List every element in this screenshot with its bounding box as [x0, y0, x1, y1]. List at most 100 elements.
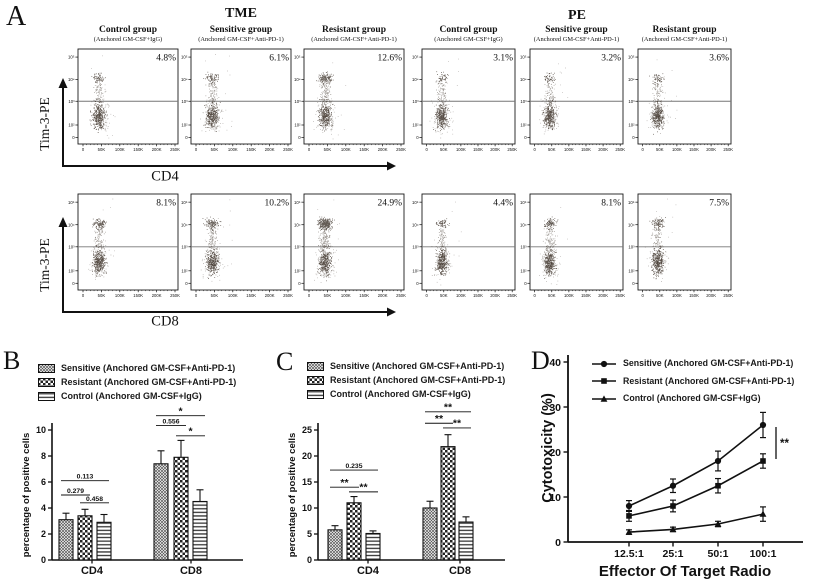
flow-y-tick: 10³: [294, 244, 301, 249]
flow-x-tick: 250K: [723, 293, 733, 298]
legend-marker-circle: [592, 360, 616, 367]
flow-axes-arrows: [58, 78, 396, 317]
y-tick-label: 6: [41, 477, 46, 487]
panel-b-legend: Sensitive (Anchored GM-CSF+Anti-PD-1) Res…: [38, 361, 236, 403]
p-value-label: 0.458: [86, 496, 103, 503]
flow-x-tick: 0: [195, 293, 198, 298]
flow-y-tick: 10⁵: [68, 55, 75, 60]
flow-y-tick: 10⁵: [628, 55, 635, 60]
flow-x-tick: 100K: [672, 293, 682, 298]
flow-y-tick: 0: [72, 281, 75, 286]
panel-c-legend: Sensitive (Anchored GM-CSF+Anti-PD-1) Res…: [307, 359, 505, 401]
flow-y-tick: 10²: [628, 123, 635, 128]
flow-x-tick: 50K: [324, 293, 332, 298]
flow-x-tick: 100K: [564, 293, 574, 298]
flow-y-tick: 10⁴: [628, 222, 635, 227]
flow-column-subtitle: (Anchored GM-CSF+Anti-PD-1): [533, 36, 620, 43]
flow-y-tick: 10⁵: [520, 200, 527, 205]
flow-x-tick: 50K: [656, 147, 664, 152]
flow-y-tick: 10²: [520, 123, 527, 128]
flow-column-title: Control group: [99, 24, 157, 35]
flow-x-tick: 150K: [359, 147, 369, 152]
flow-y-tick: 10³: [412, 244, 419, 249]
y-tick-label: 20: [549, 447, 561, 459]
flow-plot-pe-cd4-2: 10⁵ 10⁴ 10³ 10² 0 0 50K 100K 150K 200K 250K 3.6%: [628, 48, 733, 152]
legend-item: Resistant (Anchored GM-CSF+Anti-PD-1): [307, 373, 505, 387]
flow-plot-tme-cd8-0: 10⁵ 10⁴ 10³ 10² 0 0 50K 100K 150K 200K 250K 8.1%: [68, 193, 180, 298]
bar-cd4-2: [96, 521, 112, 561]
legend-swatch-hlines: [38, 391, 55, 401]
legend-label: Control (Anchored GM-CSF+IgG): [61, 390, 202, 401]
bar-cd8-1: [440, 446, 456, 561]
flow-y-tick: 0: [524, 135, 527, 140]
flow-x-tick: 100K: [341, 147, 351, 152]
flow-x-tick: 0: [533, 293, 536, 298]
legend-label: Control (Anchored GM-CSF+IgG): [330, 388, 471, 399]
flow-x-tick: 100K: [456, 293, 466, 298]
flow-y-tick: 10³: [520, 99, 527, 104]
flow-x-tick: 100K: [672, 147, 682, 152]
gate-percentage: 12.6%: [377, 54, 402, 64]
y-axis-title: percentage of positive cells: [287, 433, 298, 558]
flow-x-tick: 50K: [548, 293, 556, 298]
flow-y-axis-label-row1: Tim-3-PE: [37, 97, 52, 151]
flow-plot-pe-cd4-1: 10⁵ 10⁴ 10³ 10² 0 0 50K 100K 150K 200K 250K 3.2%: [520, 48, 625, 152]
flow-x-tick: 100K: [228, 293, 238, 298]
flow-x-tick: 150K: [133, 293, 143, 298]
flow-y-tick: 10³: [520, 244, 527, 249]
flow-column-subtitle: (Anchored GM-CSF+Anti-PD-1): [641, 36, 728, 43]
flow-y-tick: 10⁴: [520, 77, 527, 82]
flow-column-title: Resistant group: [322, 24, 386, 35]
flow-y-tick: 0: [72, 135, 75, 140]
flow-y-tick: 10⁴: [412, 77, 419, 82]
series-line-0: [628, 424, 764, 507]
flow-y-tick: 10²: [181, 123, 188, 128]
flow-x-tick: 150K: [133, 147, 143, 152]
y-axis-title: percentage of positive cells: [21, 433, 32, 558]
flow-x-tick: 50K: [440, 147, 448, 152]
flow-y-tick: 10²: [520, 268, 527, 273]
flow-x-tick: 200K: [706, 293, 716, 298]
flow-plot-pe-cd8-2: 10⁵ 10⁴ 10³ 10² 0 0 50K 100K 150K 200K 250K 7.5%: [628, 193, 733, 298]
flow-plot-pe-cd8-1: 10⁵ 10⁴ 10³ 10² 0 0 50K 100K 150K 200K 250K 8.1%: [520, 193, 625, 298]
flow-x-tick: 150K: [359, 293, 369, 298]
flow-x-tick: 250K: [283, 147, 293, 152]
flow-x-tick: 50K: [324, 147, 332, 152]
flow-x-tick: 0: [533, 147, 536, 152]
y-tick-label: 40: [549, 357, 561, 369]
legend-item: Control (Anchored GM-CSF+IgG): [307, 387, 505, 401]
flow-x-tick: 100K: [456, 147, 466, 152]
panel-label-b: B: [3, 346, 21, 375]
flow-y-tick: 10⁵: [294, 200, 301, 205]
flow-plot-tme-cd4-0: 10⁵ 10⁴ 10³ 10² 0 0 50K 100K 150K 200K 250K 4.8%: [68, 48, 180, 152]
gate-percentage: 3.6%: [709, 54, 729, 64]
flow-y-tick: 10²: [68, 268, 75, 273]
block-title-pe: PE: [568, 8, 586, 23]
flow-plot-pe-cd4-0: 10⁵ 10⁴ 10³ 10² 0 0 50K 100K 150K 200K 250K 3.1%: [412, 48, 517, 152]
flow-x-tick: 0: [641, 147, 644, 152]
flow-column-title: Control group: [439, 24, 498, 35]
flow-x-tick: 150K: [473, 147, 483, 152]
gate-percentage: 6.1%: [269, 54, 289, 64]
x-tick-label: 50:1: [707, 548, 728, 560]
flow-y-tick: 10²: [412, 123, 419, 128]
flow-y-tick: 10⁴: [68, 77, 75, 82]
flow-y-tick: 10²: [294, 123, 301, 128]
flow-column-subtitle: (Anchored GM-CSF+IgG): [93, 36, 163, 43]
flow-y-tick: 10⁵: [520, 55, 527, 60]
legend-label: Control (Anchored GM-CSF+IgG): [623, 393, 761, 404]
significance-stars: *: [188, 426, 193, 438]
flow-x-tick: 50K: [440, 293, 448, 298]
legend-swatch-checker: [38, 377, 55, 387]
flow-column-title: Sensitive group: [209, 24, 273, 35]
flow-y-tick: 10³: [181, 244, 188, 249]
flow-column-subtitle: (Anchored GM-CSF+Anti-PD-1): [198, 36, 284, 43]
flow-x-tick: 200K: [265, 293, 275, 298]
significance-stars: **: [359, 482, 368, 494]
significance-stars: **: [453, 418, 462, 430]
legend-item: Control (Anchored GM-CSF+IgG): [591, 390, 794, 408]
flow-x-tick: 250K: [170, 147, 180, 152]
flow-x-tick: 250K: [507, 293, 517, 298]
flow-plot-tme-cd4-1: 10⁵ 10⁴ 10³ 10² 0 0 50K 100K 150K 200K 250K 6.1%: [181, 48, 293, 152]
bar-cd8-0: [422, 507, 438, 561]
